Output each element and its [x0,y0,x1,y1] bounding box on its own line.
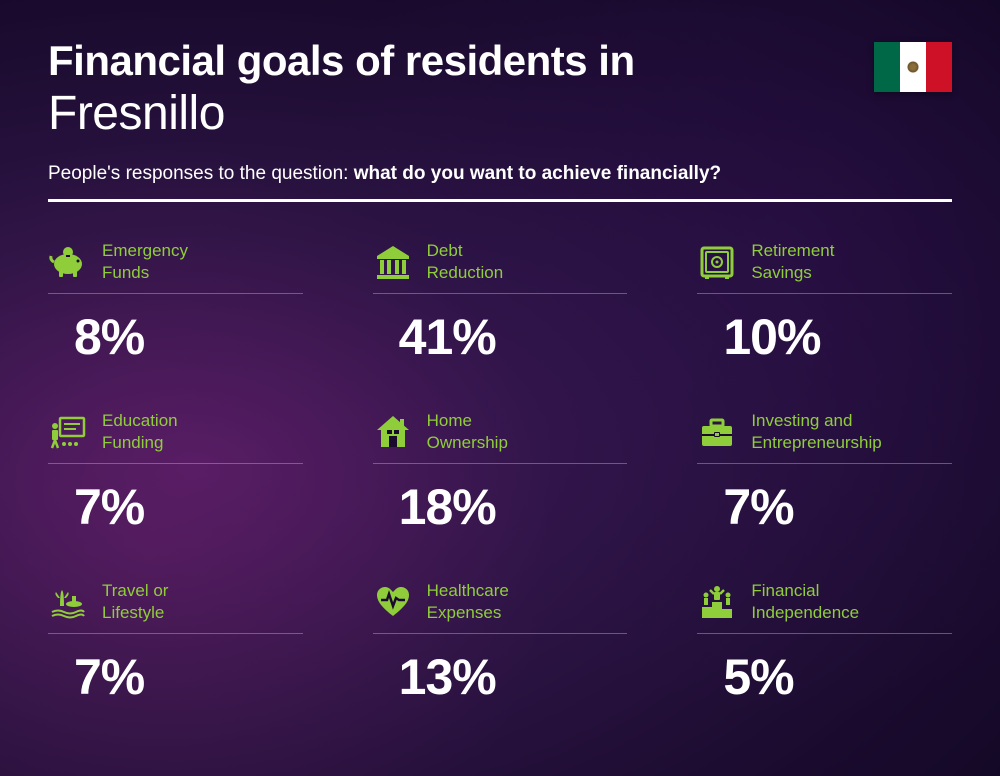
subtitle-question: what do you want to achieve financially? [354,163,721,184]
goal-label: Education Funding [102,410,178,453]
goal-value: 7% [697,478,952,536]
goal-item: Home Ownership 18% [373,410,628,536]
piggy-bank-icon [48,242,88,282]
goal-item: Travel or Lifestyle 7% [48,580,303,706]
goal-value: 7% [48,648,303,706]
goal-label: Healthcare Expenses [427,580,509,623]
goal-value: 18% [373,478,628,536]
goal-value: 13% [373,648,628,706]
goal-item: Retirement Savings 10% [697,240,952,366]
goal-item: Healthcare Expenses 13% [373,580,628,706]
header: Financial goals of residents in Fresnill… [48,38,952,202]
flag-stripe-red [926,42,952,92]
goal-label: Investing and Entrepreneurship [751,410,881,453]
goal-item: Education Funding 7% [48,410,303,536]
goal-head: Retirement Savings [697,240,952,294]
goal-head: Financial Independence [697,580,952,634]
presentation-icon [48,412,88,452]
goal-label: Travel or Lifestyle [102,580,168,623]
safe-icon [697,242,737,282]
podium-icon [697,582,737,622]
goal-value: 5% [697,648,952,706]
goal-label: Emergency Funds [102,240,188,283]
goal-value: 10% [697,308,952,366]
heartbeat-icon [373,582,413,622]
goal-head: Travel or Lifestyle [48,580,303,634]
goal-value: 8% [48,308,303,366]
travel-icon [48,582,88,622]
goal-head: Investing and Entrepreneurship [697,410,952,464]
goal-value: 41% [373,308,628,366]
briefcase-icon [697,412,737,452]
flag-stripe-green [874,42,900,92]
goal-label: Home Ownership [427,410,508,453]
subtitle: People's responses to the question: what… [48,163,952,185]
goal-value: 7% [48,478,303,536]
goal-item: Emergency Funds 8% [48,240,303,366]
flag-emblem [907,61,919,73]
goal-head: Debt Reduction [373,240,628,294]
goal-label: Debt Reduction [427,240,504,283]
goal-head: Home Ownership [373,410,628,464]
house-icon [373,412,413,452]
infographic-container: Financial goals of residents in Fresnill… [0,0,1000,736]
mexico-flag [874,42,952,92]
goal-label: Retirement Savings [751,240,834,283]
title-city: Fresnillo [48,86,952,141]
goal-head: Healthcare Expenses [373,580,628,634]
goals-grid: Emergency Funds 8% Debt Reduction 41% [48,240,952,706]
goal-item: Investing and Entrepreneurship 7% [697,410,952,536]
header-divider [48,199,952,202]
goal-head: Education Funding [48,410,303,464]
goal-item: Financial Independence 5% [697,580,952,706]
flag-stripe-white [900,42,926,92]
title-prefix: Financial goals of residents in [48,38,952,84]
goal-label: Financial Independence [751,580,859,623]
bank-icon [373,242,413,282]
goal-item: Debt Reduction 41% [373,240,628,366]
goal-head: Emergency Funds [48,240,303,294]
subtitle-prefix: People's responses to the question: [48,163,354,184]
